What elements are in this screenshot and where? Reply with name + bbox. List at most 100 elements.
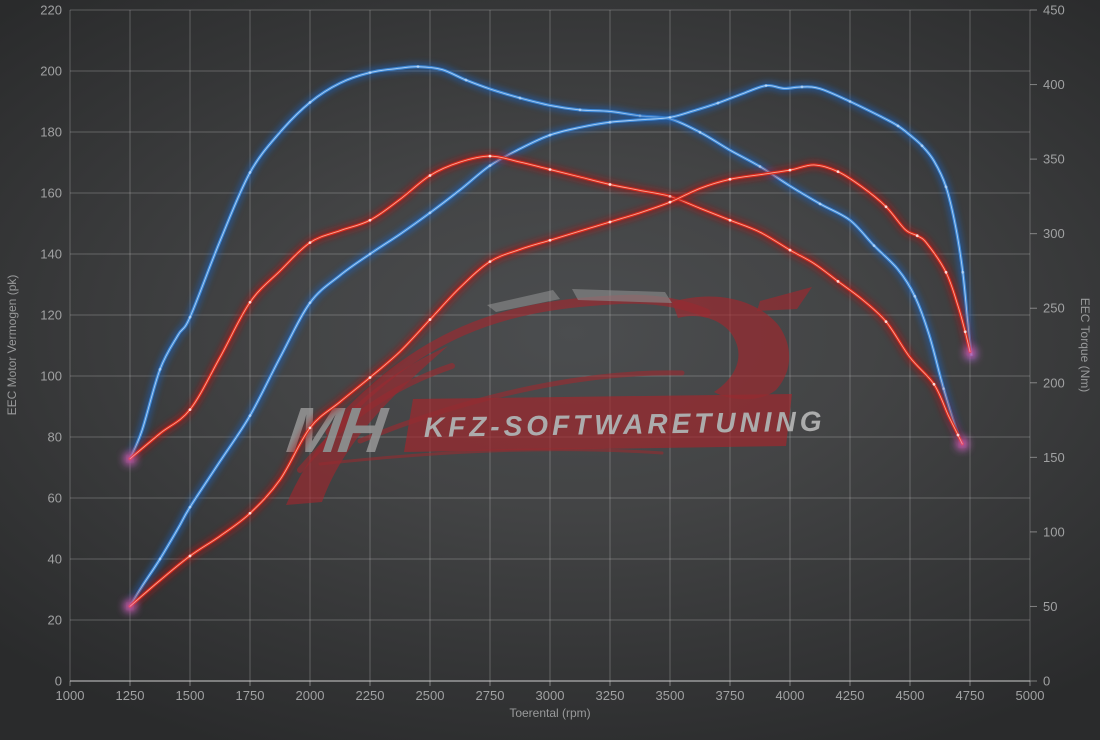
data-point-marker xyxy=(884,205,888,209)
data-point-marker xyxy=(932,382,936,386)
data-point-marker xyxy=(961,270,965,274)
data-point-marker xyxy=(963,330,967,334)
data-point-marker xyxy=(764,84,768,88)
data-point-marker xyxy=(488,260,492,264)
data-point-marker xyxy=(608,220,612,224)
data-point-marker xyxy=(308,241,312,245)
data-point-marker xyxy=(668,200,672,204)
right-tick-label: 250 xyxy=(1043,301,1065,316)
left-axis-title: EEC Motor Vermogen (pk) xyxy=(5,275,19,416)
left-tick-label: 40 xyxy=(48,552,62,567)
data-point-marker xyxy=(368,218,372,222)
data-point-marker xyxy=(608,183,612,186)
left-tick-label: 220 xyxy=(40,3,62,18)
right-tick-label: 450 xyxy=(1043,3,1065,18)
x-tick-label: 1250 xyxy=(116,688,145,703)
data-point-marker xyxy=(548,133,552,137)
data-point-marker xyxy=(698,130,702,134)
data-point-marker xyxy=(956,433,960,437)
data-point-marker xyxy=(428,211,432,215)
curve-core-highlight xyxy=(129,164,971,607)
x-tick-label: 1750 xyxy=(236,688,265,703)
x-tick-label: 1500 xyxy=(176,688,205,703)
data-point-marker xyxy=(668,115,672,119)
car-window-graphic xyxy=(572,289,672,303)
left-tick-label: 160 xyxy=(40,186,62,201)
data-point-marker xyxy=(872,244,876,247)
dyno-curves xyxy=(124,62,978,613)
data-point-marker xyxy=(836,170,840,174)
data-point-marker xyxy=(368,376,372,379)
data-point-marker xyxy=(758,165,762,168)
right-axis-title: EEC Torque (Nm) xyxy=(1078,298,1092,392)
x-axis-title: Toerental (rpm) xyxy=(509,706,590,720)
right-tick-label: 0 xyxy=(1043,674,1050,689)
left-tick-label: 140 xyxy=(40,247,62,262)
data-point-marker xyxy=(428,174,432,177)
data-point-marker xyxy=(158,557,162,561)
right-tick-label: 350 xyxy=(1043,152,1065,167)
axis-tick-labels: 1000 1250 1500 1750 2000 2250 2500 2750 3000 3250… xyxy=(40,3,1064,704)
left-tick-label: 100 xyxy=(40,369,62,384)
watermark-banner xyxy=(404,394,792,452)
curve-core-highlight xyxy=(129,85,972,607)
data-point-marker xyxy=(188,554,192,558)
left-tick-label: 180 xyxy=(40,125,62,140)
x-tick-label: 2500 xyxy=(416,688,445,703)
data-point-marker xyxy=(578,108,582,112)
x-tick-label: 3500 xyxy=(656,688,685,703)
data-point-marker xyxy=(464,78,468,82)
data-point-marker xyxy=(548,168,552,171)
x-tick-label: 4750 xyxy=(956,688,985,703)
right-tick-label: 150 xyxy=(1043,450,1065,465)
curve-core-highlight xyxy=(129,155,963,460)
x-tick-label: 3000 xyxy=(536,688,565,703)
left-tick-label: 120 xyxy=(40,308,62,323)
data-point-marker xyxy=(944,270,948,274)
data-point-marker xyxy=(716,101,720,105)
data-point-marker xyxy=(308,426,312,430)
data-point-marker xyxy=(548,238,552,242)
curve-core-highlight xyxy=(129,66,963,460)
grid-lines xyxy=(69,9,1037,686)
endpoint-glow-core xyxy=(127,456,133,462)
data-point-marker xyxy=(788,168,792,172)
data-point-marker xyxy=(944,185,948,189)
left-tick-label: 60 xyxy=(48,491,62,506)
data-point-marker xyxy=(920,144,924,148)
data-point-marker xyxy=(368,252,372,256)
data-point-marker xyxy=(428,318,432,321)
data-point-marker xyxy=(188,315,192,319)
right-tick-label: 200 xyxy=(1043,375,1065,390)
right-tick-label: 400 xyxy=(1043,77,1065,92)
watermark-logo: MH KFZ-SOFTWARETUNING xyxy=(283,287,826,505)
right-tick-label: 50 xyxy=(1043,599,1057,614)
data-point-marker xyxy=(788,248,792,252)
endpoint-glow-core xyxy=(960,441,965,447)
data-point-marker xyxy=(818,202,822,206)
data-point-marker xyxy=(248,414,252,418)
left-tick-label: 0 xyxy=(55,674,62,689)
data-point-marker xyxy=(308,301,312,305)
endpoint-glow-core xyxy=(967,349,973,354)
data-point-marker xyxy=(913,294,917,298)
car-windshield-graphic xyxy=(487,290,560,312)
data-point-marker xyxy=(518,96,522,100)
left-tick-label: 80 xyxy=(48,430,62,445)
watermark-banner-text: KFZ-SOFTWARETUNING xyxy=(424,406,826,443)
data-point-marker xyxy=(608,120,612,124)
x-tick-label: 2750 xyxy=(476,688,505,703)
x-tick-label: 4250 xyxy=(836,688,865,703)
data-point-marker xyxy=(488,164,492,167)
data-point-marker xyxy=(416,65,420,69)
curve-power-stock xyxy=(124,160,976,613)
x-tick-label: 3250 xyxy=(596,688,625,703)
data-point-marker xyxy=(728,218,732,222)
data-point-marker xyxy=(848,100,852,103)
right-tick-label: 100 xyxy=(1043,524,1065,539)
data-point-marker xyxy=(368,71,372,75)
data-point-marker xyxy=(896,124,900,128)
right-tick-label: 300 xyxy=(1043,226,1065,241)
data-point-marker xyxy=(248,300,252,304)
